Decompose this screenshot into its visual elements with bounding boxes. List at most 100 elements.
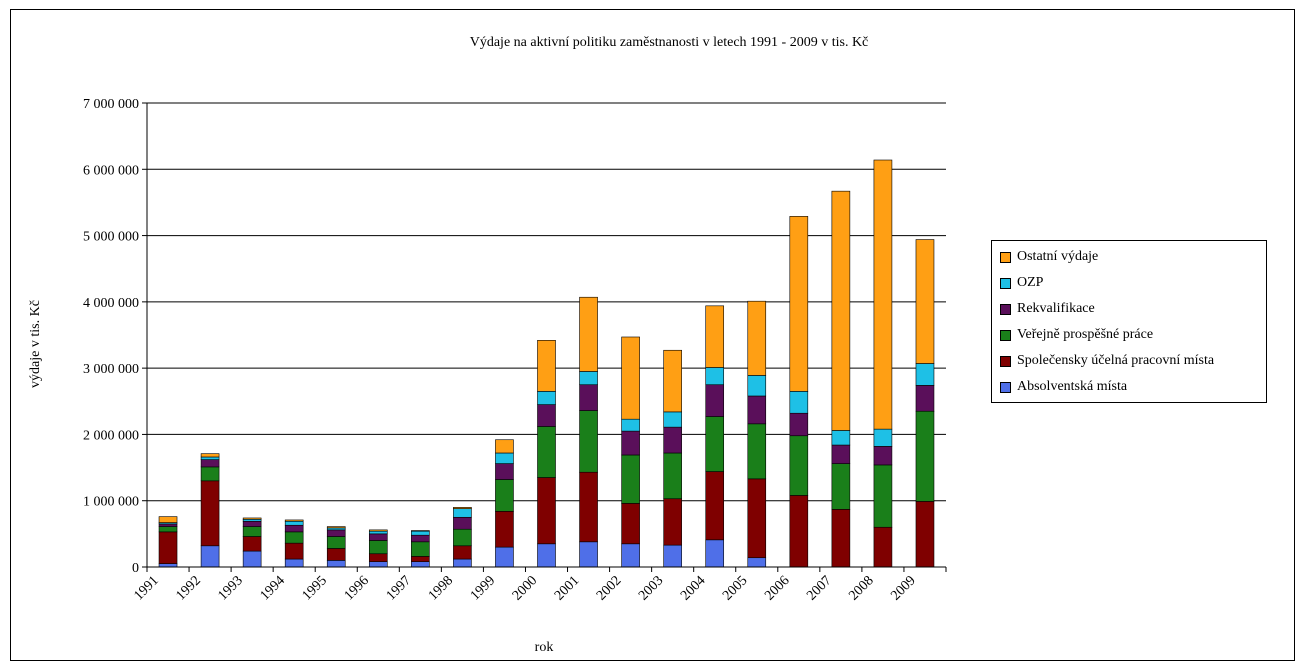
bar-segment (495, 479, 514, 512)
y-tick-label: 7 000 000 (83, 97, 139, 112)
bar-segment (368, 561, 388, 568)
bar-segment (453, 507, 472, 509)
bar-segment (158, 531, 178, 564)
bar-segment (326, 529, 346, 537)
legend-swatch (1000, 303, 1011, 315)
y-tick-label: 0 (132, 561, 139, 576)
bar-segment (284, 558, 304, 568)
bar-segment (663, 498, 682, 546)
bar-segment (831, 190, 851, 431)
legend-swatch (1000, 277, 1011, 289)
x-tick-label: 1996 (342, 573, 372, 603)
bar-segment (368, 530, 388, 535)
bar-segment (873, 526, 893, 568)
x-tick-label: 2008 (846, 573, 876, 603)
bar-segment (200, 456, 220, 460)
x-tick-label: 2004 (678, 573, 708, 603)
bar-segment (453, 545, 472, 560)
bar-segment (747, 300, 767, 376)
bar-segment (789, 216, 809, 392)
bar-segment (873, 159, 893, 430)
bar-segment (747, 557, 767, 568)
bar-segment (831, 509, 851, 568)
bar-segment (495, 452, 514, 464)
x-tick-label: 1993 (216, 573, 246, 603)
bar-segment (789, 435, 809, 496)
bar-segment (200, 545, 220, 568)
bar-segment (705, 367, 725, 386)
bar-segment (705, 471, 725, 541)
bar-segment (579, 296, 598, 372)
bar-segment (537, 477, 556, 545)
bar-segment (495, 463, 514, 480)
bar-segment (663, 544, 682, 568)
bar-segment (242, 517, 262, 520)
x-tick-label: 1995 (300, 573, 330, 603)
bar-segment (158, 523, 178, 527)
bar-segment (747, 395, 767, 425)
bar-segment (705, 416, 725, 472)
bar-segment (495, 511, 514, 548)
bar-segment (663, 452, 682, 500)
x-tick-label: 2003 (636, 573, 666, 603)
x-tick-label: 1992 (173, 573, 203, 603)
legend-swatch (1000, 381, 1011, 393)
bar-segment (705, 384, 725, 417)
bar-segment (200, 453, 220, 458)
stacked-bar-chart: Výdaje na aktivní politiku zaměstnanosti… (28, 35, 947, 655)
bar-segment (453, 508, 472, 518)
bar-segment (873, 428, 893, 447)
y-tick-label: 3 000 000 (83, 362, 139, 377)
bar-segment (200, 466, 220, 482)
legend-label: Rekvalifikace (1017, 301, 1095, 316)
bar-segment (158, 516, 178, 523)
bar-segment (284, 542, 304, 560)
y-tick-label: 6 000 000 (83, 163, 139, 178)
bar-segment (368, 533, 388, 541)
bar-segment (831, 444, 851, 464)
bar-segment (411, 541, 430, 557)
x-tick-label: 1994 (258, 573, 288, 603)
x-tick-label: 1991 (131, 573, 161, 603)
bar-segment (915, 501, 935, 568)
legend-item: Absolventská místa (1000, 378, 1127, 396)
x-tick-label: 2007 (804, 573, 834, 603)
bar-segment (453, 558, 472, 568)
bar-segment (789, 412, 809, 437)
x-tick-label: 2005 (720, 573, 750, 603)
x-tick-label: 1998 (426, 573, 456, 603)
bar-segment (663, 349, 682, 413)
bar-segment (453, 528, 472, 547)
legend-label: Absolventská místa (1017, 379, 1128, 394)
bar-segment (621, 336, 640, 420)
legend-swatch (1000, 355, 1011, 367)
bar-segment (326, 526, 346, 529)
bar-segment (663, 426, 682, 454)
legend-swatch (1000, 251, 1011, 263)
legend-label: OZP (1017, 275, 1044, 290)
bar-segment (579, 371, 598, 386)
legend-item: Ostatní výdaje (1000, 248, 1098, 266)
x-tick-label: 1997 (384, 573, 414, 603)
bar-segment (747, 375, 767, 397)
bar-segment (537, 426, 556, 478)
bar-segment (284, 519, 304, 522)
bar-segment (663, 411, 682, 428)
bar-segment (621, 430, 640, 456)
bar-segment (621, 454, 640, 504)
bar-segment (537, 543, 556, 568)
y-tick-label: 4 000 000 (83, 296, 139, 311)
legend: Ostatní výdaje OZP Rekvalifikace Veřejně pr… (991, 240, 1267, 403)
bar-segment (242, 526, 262, 537)
bar-segment (326, 560, 346, 568)
bar-segment (537, 340, 556, 392)
bar-segment (789, 391, 809, 414)
bar-segment (621, 418, 640, 432)
bar-segment (453, 516, 472, 530)
bar-segment (915, 239, 935, 364)
bar-segment (411, 534, 430, 543)
bar-segment (368, 553, 388, 562)
bar-segment (831, 430, 851, 446)
bar-segment (200, 459, 220, 468)
bar-segment (411, 556, 430, 562)
